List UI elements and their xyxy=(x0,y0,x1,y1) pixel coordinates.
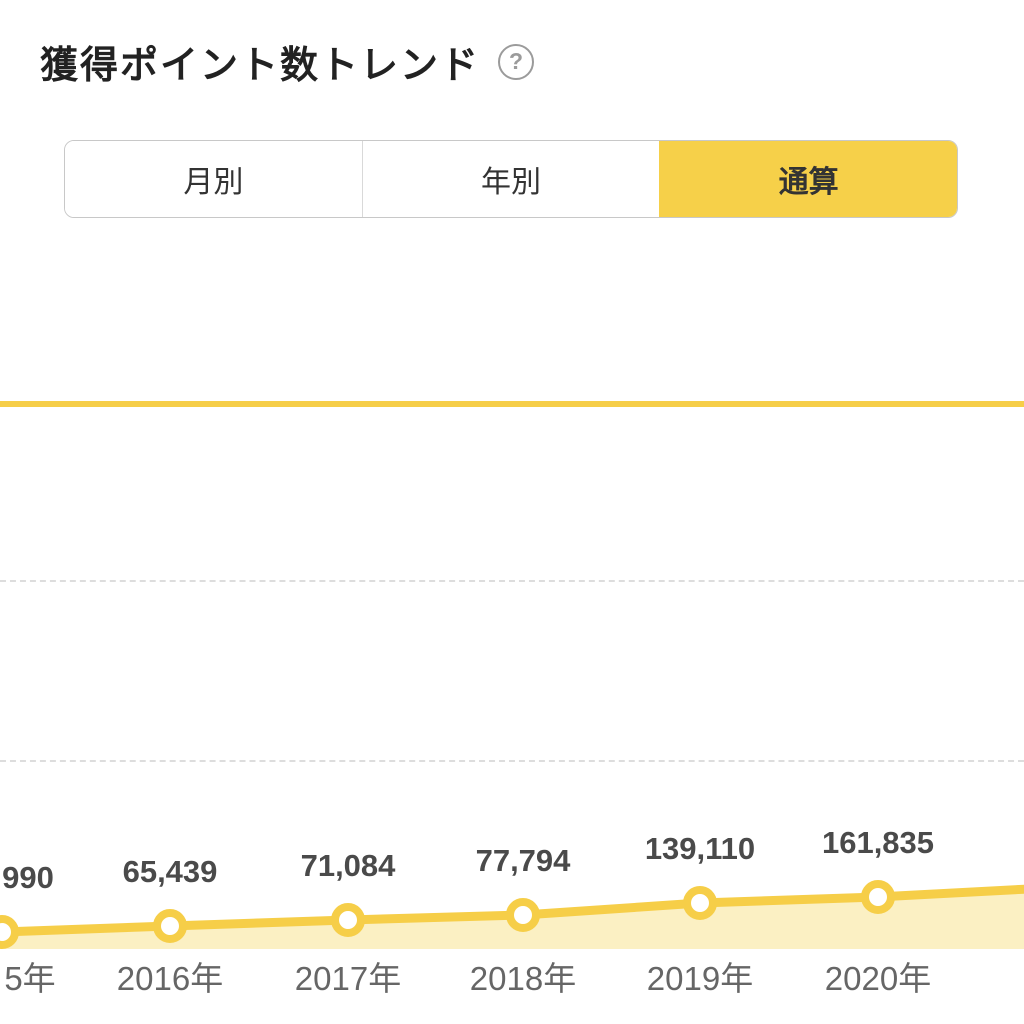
tab-yearly[interactable]: 年別 xyxy=(361,141,660,217)
point-value-label: 139,110 xyxy=(644,831,756,866)
chart-point xyxy=(0,915,19,949)
x-axis-label: 2017年 xyxy=(294,960,402,997)
help-icon[interactable]: ? xyxy=(498,43,535,80)
trend-range-tabs: 月別 年別 通算 xyxy=(64,140,958,218)
chart-line xyxy=(0,884,1024,937)
gridline-dashed-2 xyxy=(0,760,1024,762)
point-value-label: 71,084 xyxy=(300,848,396,883)
point-value-label: 65,439 xyxy=(122,854,218,889)
point-value-label: 161,835 xyxy=(821,825,935,860)
x-axis-label: 2016年 xyxy=(116,960,224,997)
chart-point xyxy=(506,898,540,932)
chart-header: 獲得ポイント数トレンド ? xyxy=(40,34,535,89)
gridline-solid-top xyxy=(0,401,1024,407)
chart-area-fill xyxy=(2,889,1024,949)
x-axis-label: 2020年 xyxy=(824,960,932,997)
chart-point xyxy=(683,886,717,920)
chart-point xyxy=(861,880,895,914)
page-title: 獲得ポイント数トレンド xyxy=(40,45,481,87)
x-axis-label: 2018年 xyxy=(469,960,577,997)
chart-point xyxy=(153,909,187,943)
gridline-dashed-1 xyxy=(0,580,1024,582)
tab-total[interactable]: 通算 xyxy=(659,141,957,217)
x-axis-label: 5年 xyxy=(4,960,56,997)
point-value-label: 990 xyxy=(2,860,54,895)
x-axis-label: 2019年 xyxy=(646,960,754,997)
point-value-label: 77,794 xyxy=(475,843,571,878)
tab-monthly[interactable]: 月別 xyxy=(65,141,362,217)
chart-point xyxy=(331,903,365,937)
